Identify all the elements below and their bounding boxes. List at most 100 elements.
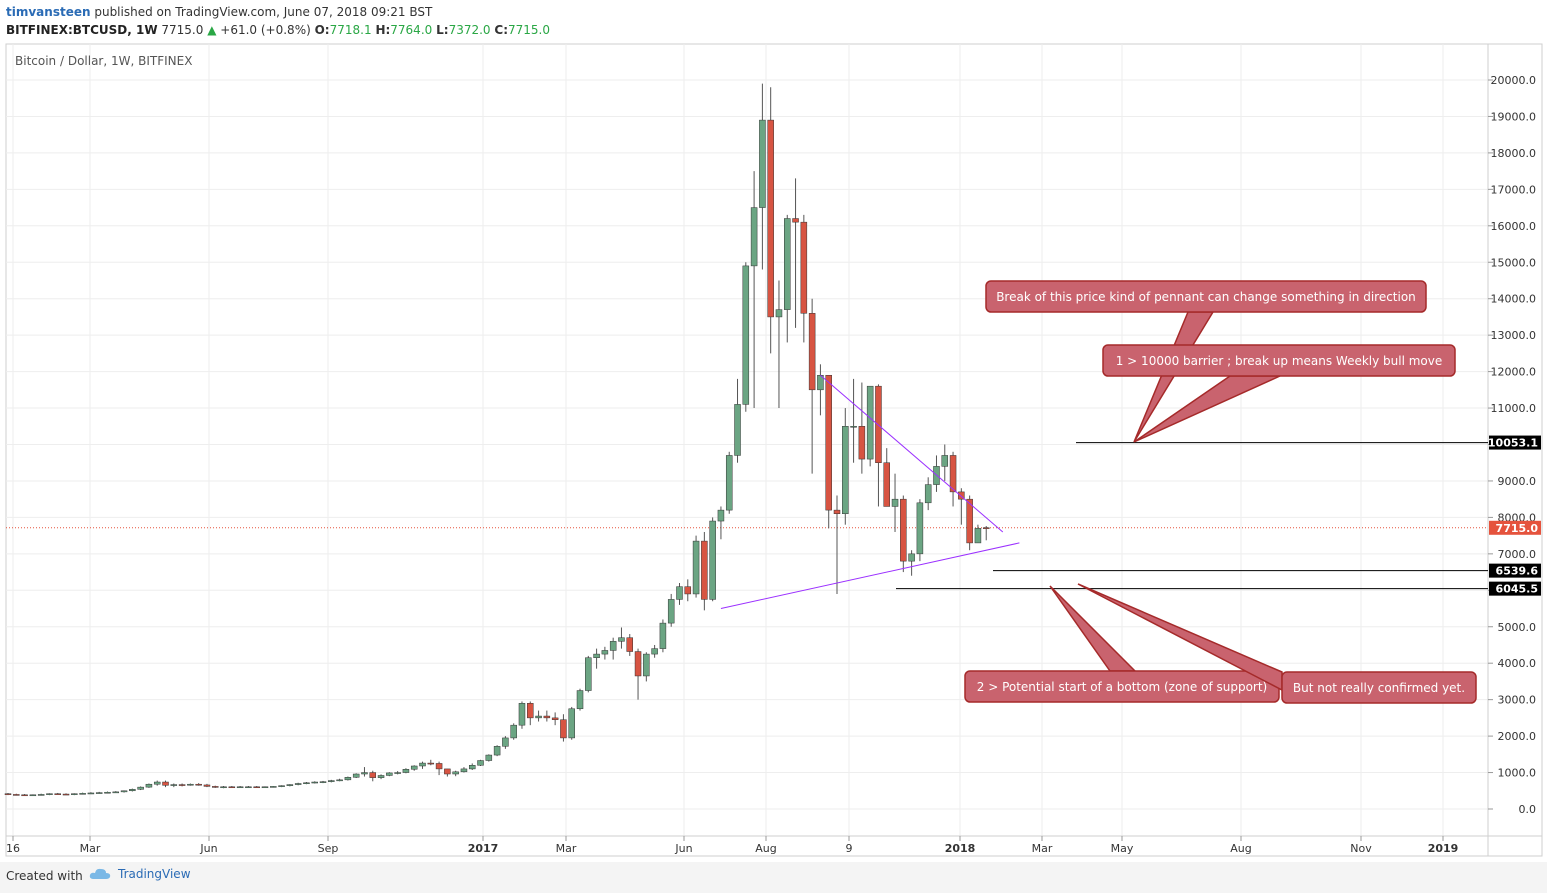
- annotation-callout: 1 > 10000 barrier ; break up means Weekl…: [1102, 344, 1456, 443]
- candle-body: [485, 754, 493, 761]
- open-label: O:: [314, 23, 330, 37]
- candle-body: [129, 789, 136, 792]
- callout-box: [985, 280, 1427, 313]
- x-tick-label: Jun: [199, 842, 217, 855]
- candle-body: [46, 793, 53, 795]
- candle: [767, 87, 774, 354]
- candle-body: [477, 760, 484, 766]
- close-value: 7715.0: [508, 23, 550, 37]
- callout-text: But not really confirmed yet.: [1293, 681, 1465, 695]
- price-label: 6539.6: [1489, 563, 1541, 578]
- candle: [850, 378, 857, 463]
- candle-body: [369, 772, 377, 778]
- candle-body: [344, 777, 352, 781]
- price-label-bg: [1489, 581, 1541, 596]
- symbol-label: BITFINEX:BTCUSD, 1W: [6, 23, 158, 37]
- candle: [187, 783, 194, 786]
- candle: [585, 655, 592, 693]
- tradingview-link[interactable]: TradingView: [88, 867, 191, 881]
- candle: [261, 786, 269, 789]
- candle-body: [435, 763, 443, 770]
- candle-body: [800, 221, 808, 314]
- price-label-text: 6045.5: [1496, 583, 1538, 596]
- chart-header: timvansteen published on TradingView.com…: [6, 3, 550, 39]
- candle-body: [270, 786, 277, 788]
- created-with-label: Created with: [6, 869, 83, 883]
- candle: [924, 477, 932, 511]
- y-tick-label: 16000.0: [1491, 220, 1537, 233]
- candle-body: [468, 765, 476, 770]
- candle-body: [37, 794, 45, 796]
- chart-title: Bitcoin / Dollar, 1W, BITFINEX: [15, 54, 192, 68]
- candle: [535, 710, 542, 722]
- candle-body: [402, 769, 410, 773]
- candle: [104, 791, 111, 794]
- candle-body: [908, 553, 915, 562]
- candle: [982, 526, 990, 541]
- candle: [643, 652, 650, 682]
- candle: [452, 770, 459, 777]
- callout-text: 1 > 10000 barrier ; break up means Weekl…: [1116, 354, 1443, 368]
- author-link[interactable]: timvansteen: [6, 5, 91, 19]
- candle: [54, 792, 61, 795]
- candle-body: [717, 509, 725, 522]
- candle: [701, 531, 708, 611]
- candle: [427, 759, 435, 766]
- candle-body: [825, 374, 832, 511]
- candle: [875, 384, 882, 507]
- candle-body: [618, 637, 625, 642]
- candle-body: [178, 784, 186, 786]
- candle: [203, 783, 211, 788]
- ohlc-line: BITFINEX:BTCUSD, 1W 7715.0 ▲ +61.0 (+0.8…: [6, 21, 550, 39]
- candle-body: [261, 786, 269, 789]
- chart-canvas[interactable]: Bitcoin / Dollar, 1W, BITFINEX 20000.0 19…: [0, 0, 1547, 862]
- x-axis: 16 Mar Jun Sep 2017 Mar Jun Aug 9 2018 Mar May Aug No…: [6, 836, 1458, 855]
- candle: [833, 495, 841, 594]
- candle-body: [585, 657, 592, 691]
- candle-body: [303, 782, 310, 785]
- candle: [377, 774, 385, 780]
- price-label-text: 7715.0: [1496, 522, 1539, 535]
- candle-body: [750, 207, 758, 267]
- candle-body: [452, 771, 459, 775]
- candle: [145, 783, 153, 788]
- candle-body: [236, 786, 244, 789]
- candle-body: [71, 793, 78, 795]
- candle: [609, 637, 617, 660]
- candle: [750, 171, 758, 409]
- candle: [576, 688, 584, 711]
- price-change: +61.0 (+0.8%): [220, 23, 311, 37]
- candle: [178, 783, 186, 787]
- candle: [212, 785, 219, 788]
- x-tick-label: 2018: [945, 842, 976, 855]
- candle-body: [792, 218, 799, 223]
- candle: [435, 761, 443, 776]
- candle-body: [352, 773, 360, 778]
- candle: [651, 644, 658, 658]
- candle-body: [294, 783, 302, 785]
- candle-body: [54, 793, 61, 795]
- candle: [270, 786, 277, 788]
- candle-body: [667, 599, 675, 624]
- candle: [676, 583, 683, 605]
- candle-body: [560, 719, 567, 739]
- last-price: 7715.0: [161, 23, 204, 37]
- candle: [62, 793, 70, 796]
- candle-body: [601, 650, 609, 655]
- candle-body: [162, 781, 169, 786]
- x-tick-label: 16: [6, 842, 20, 855]
- y-tick-label: 15000.0: [1491, 256, 1537, 269]
- candle: [319, 780, 327, 784]
- candle: [4, 792, 12, 796]
- candle: [311, 781, 318, 784]
- candle: [245, 786, 252, 789]
- candle-body: [692, 540, 700, 595]
- candle: [361, 767, 368, 777]
- candle-body: [212, 786, 219, 788]
- x-tick-label: Mar: [1032, 842, 1053, 855]
- candle-body: [502, 737, 509, 747]
- candle-body: [253, 786, 260, 789]
- open-value: 7718.1: [329, 23, 372, 37]
- candle-body: [4, 793, 12, 795]
- candle-body: [875, 385, 882, 463]
